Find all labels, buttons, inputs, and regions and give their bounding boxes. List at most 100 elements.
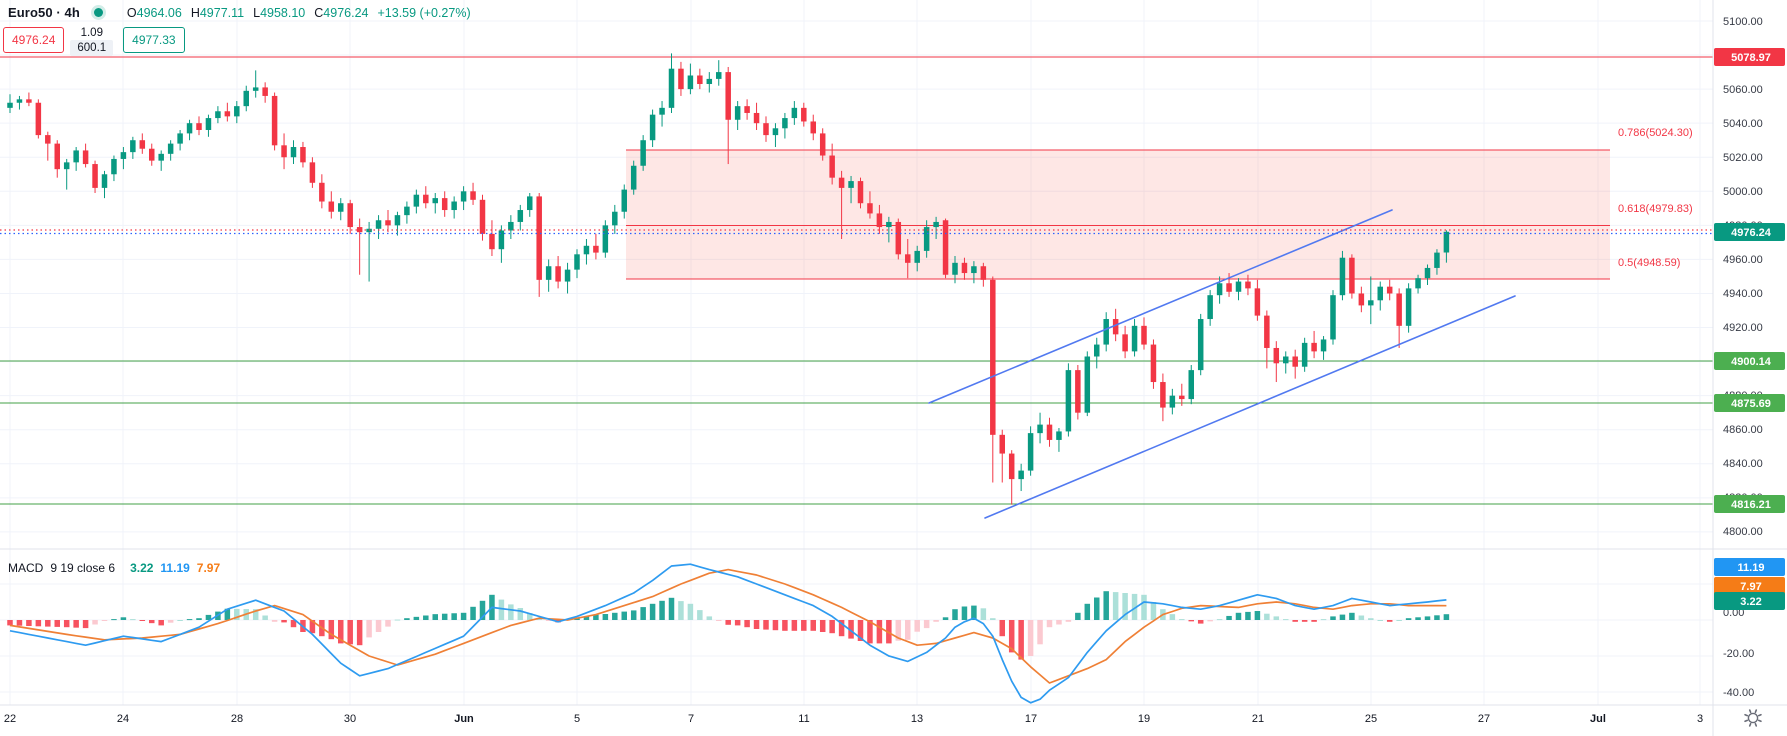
time-label: 11 — [798, 713, 809, 725]
candle — [867, 191, 873, 219]
candle — [697, 68, 703, 90]
candle — [1226, 273, 1232, 297]
candle — [640, 135, 646, 171]
candle — [1150, 339, 1157, 389]
candle — [1396, 288, 1402, 348]
candle — [1037, 412, 1043, 444]
candle — [819, 128, 826, 161]
time-axis[interactable]: 22 24 28 30 Jun 5 7 11 13 17 19 21 25 27 Jul 3 — [4, 713, 1703, 725]
candle — [612, 204, 618, 234]
svg-text:5078.97: 5078.97 — [1731, 52, 1771, 64]
svg-text:7.97: 7.97 — [1740, 581, 1761, 593]
candle — [1141, 317, 1147, 350]
settings-gear-icon[interactable] — [1744, 709, 1762, 727]
candle — [753, 102, 760, 130]
symbol-interval[interactable]: Euro50 · 4h — [8, 5, 80, 20]
candle — [545, 259, 552, 292]
macd-title[interactable]: MACD — [8, 561, 44, 575]
candle — [243, 85, 249, 112]
candle — [876, 204, 883, 234]
candle — [262, 82, 268, 103]
candle — [1320, 336, 1327, 360]
time-label: Jul — [1590, 713, 1606, 725]
fib-label-0618[interactable]: 0.618(4979.83) — [1618, 203, 1693, 215]
time-label: 27 — [1478, 713, 1490, 725]
candle — [621, 184, 627, 219]
candle — [1405, 283, 1412, 333]
trend-channel[interactable] — [928, 209, 1516, 519]
axis-label: -40.00 — [1723, 687, 1754, 699]
candle — [1377, 281, 1383, 311]
candle — [649, 109, 656, 148]
candle — [1216, 276, 1223, 304]
candle — [933, 216, 939, 239]
candle — [7, 94, 13, 113]
time-label: 21 — [1252, 713, 1264, 725]
axis-label: 4940.00 — [1723, 288, 1763, 300]
dotted-price-lines[interactable] — [0, 229, 1713, 235]
candle — [196, 116, 202, 136]
candle — [73, 147, 79, 171]
candle — [725, 66, 731, 165]
candle — [1415, 274, 1421, 294]
axis-label: 4960.00 — [1723, 254, 1763, 266]
candle — [1084, 351, 1091, 417]
candle — [489, 220, 495, 257]
time-label: 25 — [1365, 713, 1377, 725]
fib-retracement-zone[interactable] — [626, 149, 1610, 280]
candle — [413, 189, 420, 214]
macd-header: MACD 9 19 close 6 3.22 11.19 7.97 — [8, 561, 220, 575]
axis-label: 5040.00 — [1723, 118, 1763, 130]
close-value: 4976.24 — [323, 5, 369, 20]
candle — [460, 186, 467, 211]
candle — [923, 220, 930, 258]
candle — [659, 101, 665, 127]
candle — [687, 63, 694, 95]
candle — [914, 245, 920, 272]
low-value: 4958.10 — [260, 5, 306, 20]
candle — [1188, 365, 1194, 405]
candle — [347, 199, 353, 234]
candle — [999, 429, 1005, 483]
candle — [857, 177, 864, 209]
candle — [366, 221, 372, 282]
candle — [848, 175, 854, 204]
position-qty-widget[interactable]: 1.09 600.1 — [70, 27, 114, 56]
candle — [1283, 351, 1289, 374]
candle — [205, 114, 212, 137]
fib-label-0786[interactable]: 0.786(5024.30) — [1618, 127, 1693, 139]
candle — [281, 133, 287, 170]
quantity-value: 600.1 — [70, 40, 114, 56]
horizontal-level-lines[interactable] — [0, 56, 1713, 505]
ohlc-readout: O4964.06 H4977.11 L4958.10 C4976.24 +13.… — [127, 6, 471, 20]
candles-layer[interactable] — [7, 53, 1450, 505]
candle — [593, 233, 599, 260]
candle — [423, 186, 429, 209]
time-label: 28 — [231, 713, 243, 725]
candle — [942, 218, 949, 279]
price-badge: 4816.21 — [1714, 495, 1785, 513]
candle — [63, 158, 70, 190]
candle — [394, 211, 401, 236]
time-label: 5 — [574, 713, 580, 725]
teal-price-box[interactable]: 4977.33 — [123, 27, 185, 53]
candle — [971, 261, 977, 284]
candle — [980, 262, 987, 287]
price-badge: 4875.69 — [1714, 394, 1785, 412]
candle — [26, 92, 32, 107]
candle — [763, 116, 769, 142]
candle — [120, 147, 127, 170]
candle — [791, 101, 798, 125]
candle — [1207, 290, 1213, 326]
red-price-box[interactable]: 4976.24 — [3, 27, 65, 53]
macd-signal-value: 7.97 — [196, 561, 221, 575]
candle — [1245, 274, 1251, 296]
candle — [895, 218, 902, 260]
candle — [375, 215, 382, 239]
candle — [234, 101, 240, 124]
fib-label-05[interactable]: 0.5(4948.59) — [1618, 257, 1681, 269]
candle — [782, 112, 788, 139]
